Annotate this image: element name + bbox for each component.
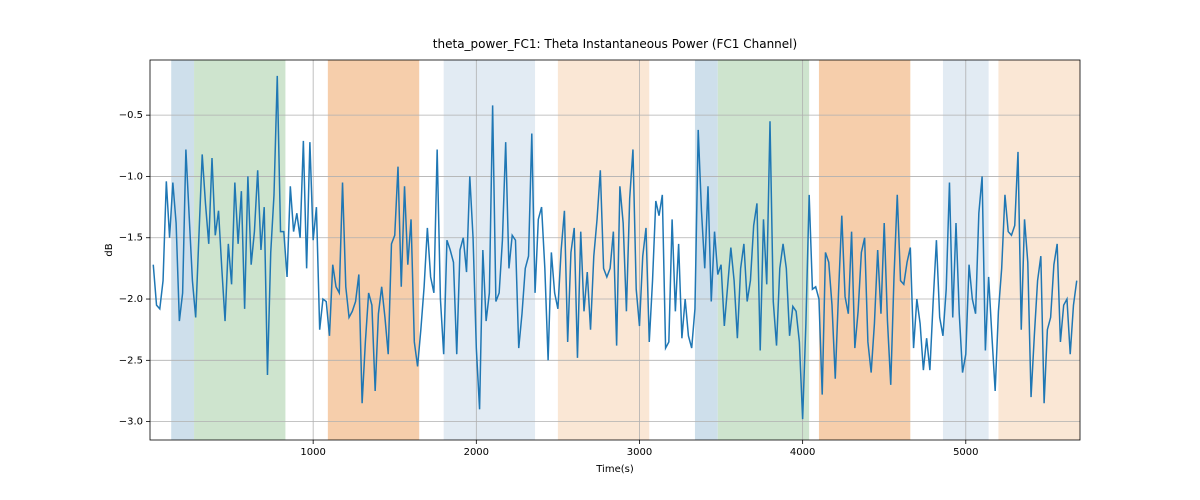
background-band: [194, 60, 285, 440]
x-tick-label: 4000: [790, 447, 815, 458]
x-tick-label: 1000: [300, 447, 325, 458]
background-band: [328, 60, 419, 440]
y-tick-label: −1.5: [119, 233, 143, 244]
y-axis-label: dB: [104, 243, 115, 256]
x-axis-label: Time(s): [595, 464, 634, 475]
y-tick-label: −2.5: [119, 355, 143, 366]
x-tick-label: 3000: [627, 447, 652, 458]
y-tick-label: −3.0: [119, 417, 143, 428]
background-band: [998, 60, 1080, 440]
x-tick-label: 2000: [464, 447, 489, 458]
chart-container: 1000 2000 3000 4000 5000 −3.0 −2.5 −2.0 −1.5 −1.…: [0, 0, 1200, 500]
y-tick-label: −2.0: [119, 294, 143, 305]
x-tick-label: 5000: [953, 447, 978, 458]
y-tick-label: −0.5: [119, 110, 143, 121]
chart-title: theta_power_FC1: Theta Instantaneous Pow…: [433, 37, 797, 51]
theta-power-chart: 1000 2000 3000 4000 5000 −3.0 −2.5 −2.0 −1.5 −1.…: [0, 0, 1200, 500]
y-tick-label: −1.0: [119, 171, 143, 182]
